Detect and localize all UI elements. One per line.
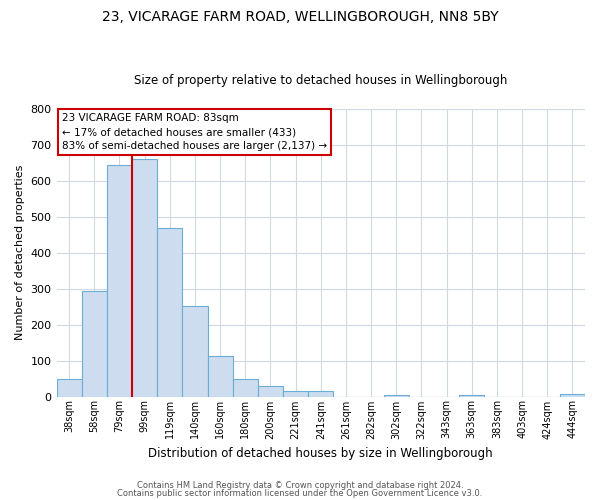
Bar	[132, 160, 157, 396]
Bar	[258, 386, 283, 396]
Bar	[208, 356, 233, 397]
Y-axis label: Number of detached properties: Number of detached properties	[15, 165, 25, 340]
Text: 23, VICARAGE FARM ROAD, WELLINGBOROUGH, NN8 5BY: 23, VICARAGE FARM ROAD, WELLINGBOROUGH, …	[101, 10, 499, 24]
Bar	[107, 166, 132, 396]
Bar	[459, 394, 484, 396]
Bar	[233, 380, 258, 396]
Bar	[560, 394, 585, 396]
Text: Contains HM Land Registry data © Crown copyright and database right 2024.: Contains HM Land Registry data © Crown c…	[137, 481, 463, 490]
Bar	[82, 291, 107, 397]
Bar	[308, 392, 334, 396]
Bar	[383, 394, 409, 396]
Bar	[56, 380, 82, 396]
Bar	[157, 228, 182, 396]
Text: 23 VICARAGE FARM ROAD: 83sqm
← 17% of detached houses are smaller (433)
83% of s: 23 VICARAGE FARM ROAD: 83sqm ← 17% of de…	[62, 114, 327, 152]
Text: Contains public sector information licensed under the Open Government Licence v3: Contains public sector information licen…	[118, 488, 482, 498]
Bar	[182, 306, 208, 396]
X-axis label: Distribution of detached houses by size in Wellingborough: Distribution of detached houses by size …	[148, 447, 493, 460]
Title: Size of property relative to detached houses in Wellingborough: Size of property relative to detached ho…	[134, 74, 508, 87]
Bar	[283, 391, 308, 396]
